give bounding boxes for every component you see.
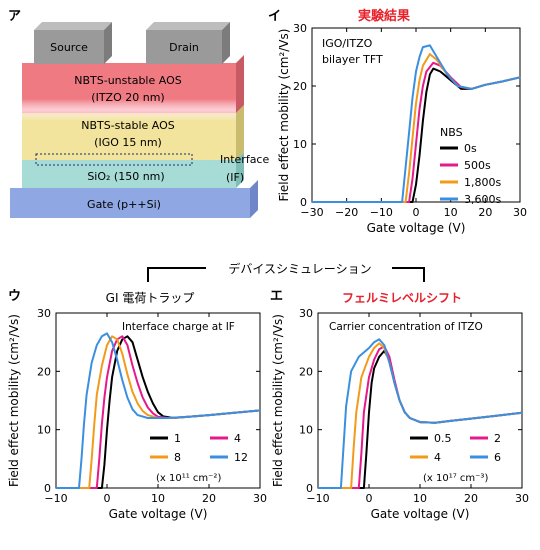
itzo-label-line1: NBTS-unstable AOS	[74, 74, 181, 87]
gate-layer	[10, 180, 258, 218]
x-axis-title: Gate voltage (V)	[371, 507, 470, 521]
legend-label: 0s	[464, 142, 477, 155]
y-tick-label: 0	[44, 482, 51, 495]
panel-b-letter: イ	[268, 9, 281, 24]
x-tick-label: 30	[515, 492, 529, 505]
x-tick-label: 0	[413, 206, 420, 219]
itzo-label-line2: (ITZO 20 nm)	[91, 91, 164, 104]
panel-a: ア	[8, 9, 269, 218]
legend-label: 500s	[464, 159, 491, 172]
legend-label: 6	[494, 451, 501, 464]
drain-label: Drain	[169, 41, 199, 54]
x-tick-label: 10	[444, 206, 458, 219]
series-line-12	[56, 332, 261, 489]
x-axis-title: Gate voltage (V)	[367, 221, 466, 235]
series-line-6	[318, 338, 523, 489]
panel-c-annotation: Interface charge at IF	[122, 321, 235, 333]
legend-label: 4	[234, 432, 241, 445]
interface-box	[35, 153, 193, 166]
legend-label: 8	[174, 451, 181, 464]
simulation-label: デバイスシミュレーション	[228, 261, 371, 276]
x-tick-label: 20	[202, 492, 216, 505]
gate-layer-front	[10, 188, 250, 218]
panel-b-legend-title: NBS	[440, 126, 463, 139]
panel-b-annotation-line2: bilayer TFT	[322, 53, 383, 66]
x-tick-label: 0	[366, 492, 373, 505]
simulation-bracket: デバイスシミュレーション	[147, 261, 425, 282]
legend-label: 12	[234, 451, 248, 464]
source-label: Source	[50, 41, 88, 54]
x-tick-label: −20	[335, 206, 358, 219]
y-tick-label: 30	[293, 22, 307, 35]
panel-d-letter: エ	[270, 289, 283, 304]
series-line-05	[318, 349, 523, 489]
y-tick-label: 20	[37, 365, 51, 378]
y-axis-title: Field effect mobility (cm²/Vs)	[277, 29, 291, 202]
igo-label-line1: NBTS-stable AOS	[81, 119, 175, 132]
series-line-3600s	[312, 44, 521, 203]
x-tick-label: 20	[464, 492, 478, 505]
y-tick-label: 10	[299, 424, 313, 437]
gate-label: Gate (p++Si)	[87, 198, 161, 211]
legend-label: 1,800s	[464, 176, 501, 189]
panel-b: イ 実験結果 −30 −20 −10 0 10 20 30 0 10 20 30 Gate volta…	[268, 8, 527, 235]
x-tick-label: −10	[370, 206, 393, 219]
panel-c-header: GI 電荷トラップ	[106, 291, 195, 305]
panel-d-unit-note: (x 10¹⁷ cm⁻³)	[423, 473, 488, 484]
panel-d-annotation: Carrier concentration of ITZO	[329, 321, 483, 333]
legend-label: 3,600s	[464, 193, 501, 206]
x-tick-label: 30	[513, 206, 527, 219]
x-tick-label: 10	[413, 492, 427, 505]
x-tick-label: 20	[478, 206, 492, 219]
x-tick-label: −10	[306, 492, 329, 505]
y-tick-label: 10	[293, 138, 307, 151]
sio2-label: SiO₂ (150 nm)	[87, 170, 164, 183]
y-tick-label: 20	[293, 80, 307, 93]
y-tick-label: 10	[37, 424, 51, 437]
y-axis-title: Field effect mobility (cm²/Vs)	[271, 314, 285, 487]
itzo-layer	[22, 55, 244, 121]
x-axis-title: Gate voltage (V)	[109, 507, 208, 521]
panel-c-unit-note: (x 10¹¹ cm⁻²)	[156, 473, 221, 484]
x-tick-label: −30	[300, 206, 323, 219]
y-tick-label: 0	[300, 196, 307, 209]
legend-label: 4	[434, 451, 441, 464]
panel-b-header: 実験結果	[358, 8, 410, 24]
panel-c-letter: ウ	[8, 289, 21, 304]
x-tick-label: −10	[44, 492, 67, 505]
x-tick-label: 30	[253, 492, 267, 505]
legend-label: 0.5	[434, 432, 452, 445]
legend-label: 1	[174, 432, 181, 445]
chart-b: −30 −20 −10 0 10 20 30 0 10 20 30 Gate voltage (V) F…	[277, 22, 527, 235]
panel-b-annotation-line1: IGO/ITZO	[322, 37, 373, 50]
x-tick-label: 10	[151, 492, 165, 505]
interface-label-line1: Interface	[220, 153, 269, 166]
source-electrode	[34, 22, 112, 64]
series-line-1	[56, 335, 261, 489]
interface-label-line2: (IF)	[226, 171, 244, 184]
plot-frame	[317, 312, 523, 489]
legend-label: 2	[494, 432, 501, 445]
panel-d-header: フェルミレベルシフト	[342, 291, 462, 305]
y-tick-label: 30	[299, 307, 313, 320]
x-tick-label: 0	[104, 492, 111, 505]
panel-a-letter: ア	[8, 9, 21, 24]
y-axis-title: Field effect mobility (cm²/Vs)	[7, 314, 21, 487]
igo-label-line2: (IGO 15 nm)	[94, 136, 162, 149]
y-tick-label: 0	[306, 482, 313, 495]
drain-electrode	[146, 22, 230, 64]
y-tick-label: 20	[299, 365, 313, 378]
y-tick-label: 30	[37, 307, 51, 320]
